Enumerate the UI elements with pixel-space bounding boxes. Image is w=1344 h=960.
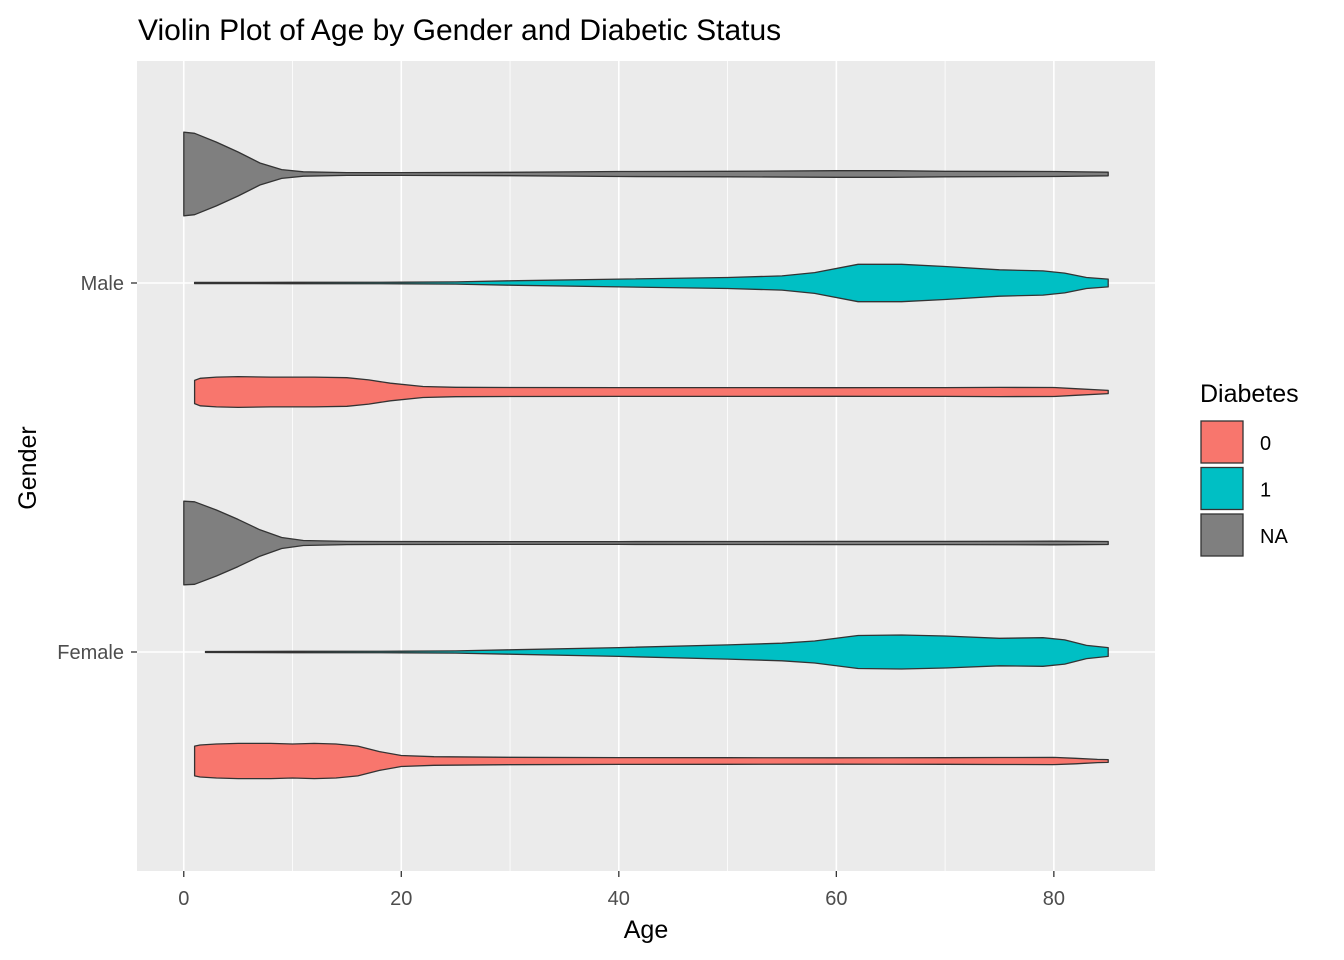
x-tick-label: 20 [390, 888, 412, 910]
y-tick-label: Male [81, 273, 124, 295]
violin-male-1 [193, 263, 1109, 303]
legend-title: Diabetes [1200, 380, 1299, 408]
violin-female-0 [193, 742, 1109, 780]
legend: Diabetes 0 1 NA [1200, 380, 1299, 557]
legend-label: NA [1260, 526, 1288, 548]
legend-key-na [1200, 513, 1244, 557]
x-tick-label: 60 [825, 888, 847, 910]
y-axis: Female Male [57, 273, 137, 664]
x-tick-label: 80 [1043, 888, 1065, 910]
x-tick-label: 40 [608, 888, 630, 910]
y-axis-title: Gender [14, 426, 42, 509]
x-axis-title: Age [624, 916, 668, 944]
legend-key-0 [1200, 420, 1244, 464]
y-tick-label: Female [57, 642, 124, 664]
chart-title: Violin Plot of Age by Gender and Diabeti… [138, 14, 781, 47]
legend-label: 0 [1260, 433, 1271, 455]
violin-female-1 [204, 634, 1109, 670]
plot-background [137, 61, 1155, 871]
x-tick-label: 0 [178, 888, 189, 910]
x-axis: 0 20 40 60 80 [178, 871, 1065, 910]
legend-label: 1 [1260, 480, 1271, 502]
minor-gridlines [292, 61, 946, 871]
legend-key-1 [1200, 466, 1244, 511]
violin-female-na [183, 500, 1109, 586]
violin-male-na [183, 131, 1109, 217]
violin-male-0 [193, 375, 1109, 409]
violins [183, 131, 1109, 780]
